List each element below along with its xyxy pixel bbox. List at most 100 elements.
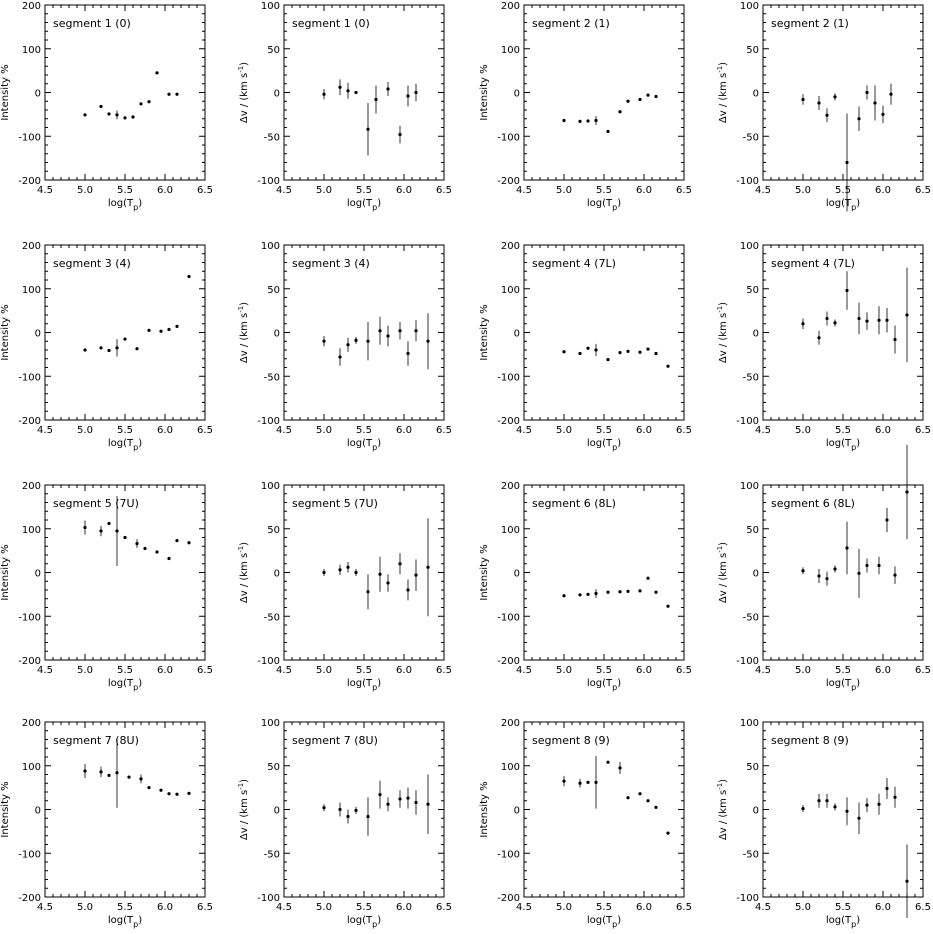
panel-12: 4.5 5.0 5.5 6.0 6.5 -100 -50 0 50 100 segment 6 (8… bbox=[716, 444, 931, 692]
data-point bbox=[845, 809, 849, 813]
data-point bbox=[123, 337, 127, 341]
plot-frame bbox=[283, 244, 445, 421]
data-point bbox=[426, 565, 430, 569]
data-point bbox=[398, 562, 402, 566]
data-point bbox=[378, 793, 382, 797]
y-tick-label: -100 bbox=[257, 893, 280, 904]
data-point bbox=[338, 355, 342, 359]
x-tick-label: 6.5 bbox=[915, 425, 931, 436]
data-point bbox=[666, 604, 670, 608]
data-point bbox=[594, 348, 598, 352]
data-point bbox=[586, 346, 590, 350]
data-point bbox=[817, 574, 821, 578]
data-point bbox=[845, 546, 849, 550]
panel-2: 4.5 5.0 5.5 6.0 6.5 -100 -50 0 50 100 segment 1 (0… bbox=[237, 1, 452, 212]
data-point bbox=[833, 321, 837, 325]
panel-9: 4.5 5.0 5.5 6.0 6.5 -200 -100 0 100 200 segment 5 … bbox=[0, 481, 213, 692]
data-point bbox=[877, 563, 881, 568]
data-point bbox=[346, 814, 350, 819]
data-point bbox=[155, 550, 159, 554]
data-point bbox=[386, 87, 390, 91]
x-tick-label: 6.5 bbox=[915, 665, 931, 676]
x-tick-label: 5.0 bbox=[77, 902, 93, 913]
data-point bbox=[586, 780, 590, 784]
y-tick-label: -50 bbox=[264, 612, 280, 623]
x-tick-label: 5.5 bbox=[356, 425, 372, 436]
data-point bbox=[107, 348, 111, 353]
x-axis-label: log(Tp) bbox=[347, 915, 381, 929]
y-tick-label: 100 bbox=[740, 1, 759, 12]
panel-title: segment 8 (9) bbox=[771, 734, 849, 747]
data-point bbox=[562, 118, 566, 123]
data-point bbox=[606, 590, 610, 594]
data-point bbox=[147, 328, 151, 332]
x-tick-label: 6.0 bbox=[396, 902, 412, 913]
data-point bbox=[586, 119, 590, 123]
data-point bbox=[386, 802, 390, 806]
y-tick-label: 50 bbox=[746, 525, 759, 536]
x-tick-label: 4.5 bbox=[755, 425, 771, 436]
x-tick-label: 5.5 bbox=[596, 665, 612, 676]
x-tick-label: 6.0 bbox=[157, 665, 173, 676]
data-point bbox=[322, 339, 326, 343]
y-tick-label: 100 bbox=[740, 241, 759, 252]
data-point bbox=[187, 274, 191, 279]
x-tick-label: 6.5 bbox=[676, 902, 692, 913]
x-tick-label: 6.0 bbox=[875, 185, 891, 196]
data-point bbox=[833, 805, 837, 809]
data-point bbox=[99, 770, 103, 774]
x-tick-label: 5.5 bbox=[117, 902, 133, 913]
x-axis-label: log(Tp) bbox=[347, 678, 381, 692]
data-point bbox=[99, 346, 103, 350]
y-tick-label: 200 bbox=[22, 481, 41, 492]
x-tick-label: 6.5 bbox=[436, 425, 452, 436]
x-tick-label: 5.0 bbox=[316, 902, 332, 913]
data-point bbox=[139, 102, 143, 106]
y-tick-label: 100 bbox=[261, 481, 280, 492]
y-tick-label: -100 bbox=[18, 372, 41, 383]
data-point bbox=[175, 92, 179, 96]
panel-title: segment 3 (4) bbox=[53, 257, 131, 270]
y-tick-label: 0 bbox=[514, 569, 520, 580]
data-point bbox=[646, 576, 650, 580]
y-tick-label: 50 bbox=[267, 525, 280, 536]
data-point bbox=[406, 94, 410, 98]
panel-8: 4.5 5.0 5.5 6.0 6.5 -100 -50 0 50 100 segment 4 (7… bbox=[716, 241, 931, 452]
panel-title: segment 5 (7U) bbox=[292, 497, 378, 510]
data-point bbox=[175, 792, 179, 796]
data-point bbox=[147, 100, 151, 104]
data-point bbox=[366, 814, 370, 819]
y-tick-label: 0 bbox=[514, 329, 520, 340]
y-tick-label: 100 bbox=[501, 525, 520, 536]
y-tick-label: -100 bbox=[736, 893, 759, 904]
panel-15: 4.5 5.0 5.5 6.0 6.5 -200 -100 0 100 200 segment 8 … bbox=[479, 718, 692, 929]
data-point bbox=[175, 538, 179, 543]
data-point bbox=[406, 351, 410, 356]
y-axis-label: Intensity % bbox=[0, 64, 11, 120]
data-point bbox=[638, 97, 642, 102]
y-tick-label: 0 bbox=[753, 329, 759, 340]
data-point bbox=[885, 518, 889, 522]
data-point bbox=[426, 339, 430, 343]
data-point bbox=[666, 831, 670, 835]
x-tick-label: 5.0 bbox=[316, 425, 332, 436]
y-tick-label: 50 bbox=[746, 762, 759, 773]
panel-title: segment 4 (7L) bbox=[532, 257, 616, 270]
data-point bbox=[626, 589, 630, 593]
data-point bbox=[893, 337, 897, 342]
plot-frame bbox=[44, 721, 206, 898]
y-tick-label: -100 bbox=[736, 656, 759, 667]
data-point bbox=[646, 799, 650, 803]
data-point bbox=[83, 113, 87, 117]
data-point bbox=[366, 339, 370, 343]
x-tick-label: 4.5 bbox=[37, 185, 53, 196]
data-point bbox=[638, 589, 642, 593]
y-tick-label: -100 bbox=[257, 176, 280, 187]
data-point bbox=[426, 802, 430, 806]
y-tick-label: 200 bbox=[501, 1, 520, 12]
x-tick-label: 6.5 bbox=[915, 902, 931, 913]
panel-11: 4.5 5.0 5.5 6.0 6.5 -200 -100 0 100 200 segment 6 … bbox=[479, 481, 692, 692]
data-point bbox=[155, 71, 159, 75]
y-tick-label: 100 bbox=[261, 718, 280, 729]
panel-title: segment 5 (7U) bbox=[53, 497, 139, 510]
